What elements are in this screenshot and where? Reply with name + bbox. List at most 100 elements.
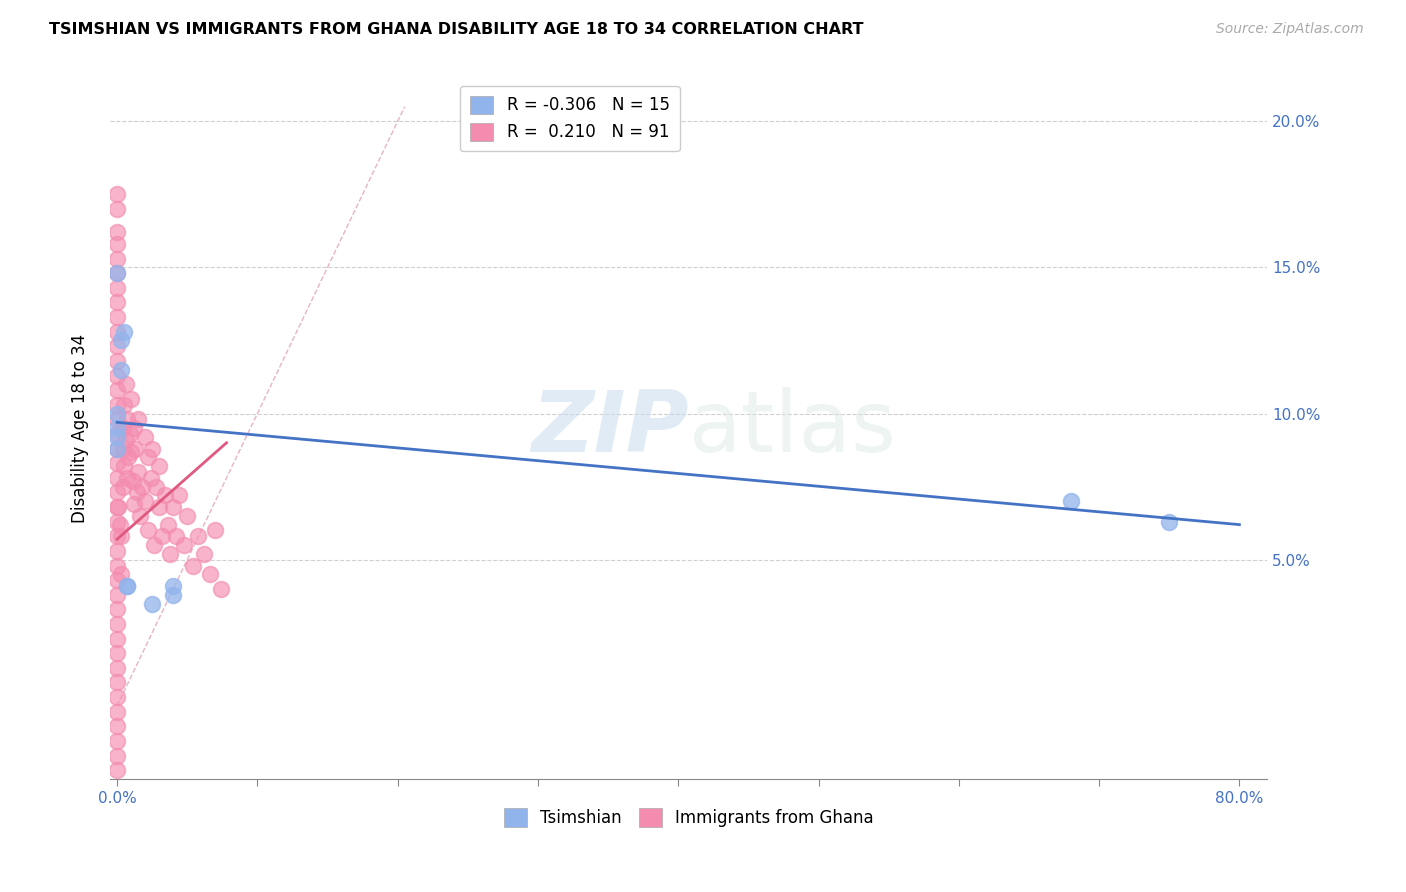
Text: ZIP: ZIP (531, 386, 689, 470)
Point (142, 538, 165, 552)
Point (105, 354, 128, 368)
Point (150, 529, 173, 543)
Point (122, 497, 145, 511)
Point (105, 529, 128, 543)
Point (121, 474, 143, 488)
Point (105, 442, 128, 456)
Point (105, 602, 128, 616)
Point (105, 515, 128, 529)
Point (105, 500, 128, 514)
Point (162, 579, 184, 593)
Point (162, 500, 184, 514)
Point (105, 705, 128, 719)
Point (118, 427, 141, 442)
Point (114, 377, 136, 392)
Point (105, 266, 128, 280)
Point (105, 310, 128, 325)
Point (112, 459, 135, 474)
Point (187, 529, 209, 543)
Point (209, 582, 232, 596)
Point (114, 433, 136, 447)
Point (105, 421, 128, 435)
Point (107, 500, 129, 514)
Point (105, 544, 128, 558)
Point (105, 646, 128, 660)
Point (110, 529, 132, 543)
Point (105, 661, 128, 675)
Point (105, 252, 128, 266)
Point (105, 325, 128, 339)
Point (105, 617, 128, 632)
Point (125, 485, 148, 500)
Point (127, 465, 149, 479)
Point (120, 444, 142, 458)
Point (141, 442, 163, 456)
Point (105, 339, 128, 353)
Point (111, 421, 134, 435)
Point (105, 398, 128, 412)
Point (141, 597, 163, 611)
Point (105, 368, 128, 383)
Point (136, 450, 159, 465)
Point (105, 675, 128, 690)
Point (124, 442, 146, 456)
Text: TSIMSHIAN VS IMMIGRANTS FROM GHANA DISABILITY AGE 18 TO 34 CORRELATION CHART: TSIMSHIAN VS IMMIGRANTS FROM GHANA DISAB… (49, 22, 863, 37)
Point (117, 450, 139, 465)
Point (127, 412, 149, 426)
Point (115, 579, 138, 593)
Point (134, 430, 156, 444)
Point (115, 579, 138, 593)
Point (173, 538, 195, 552)
Point (105, 295, 128, 310)
Point (110, 334, 132, 348)
Point (167, 488, 190, 502)
Point (1060, 494, 1083, 508)
Point (112, 325, 135, 339)
Point (105, 427, 128, 442)
Point (108, 517, 131, 532)
Point (105, 573, 128, 587)
Point (145, 480, 167, 494)
Point (105, 485, 128, 500)
Point (122, 421, 145, 435)
Point (112, 398, 135, 412)
Point (105, 225, 128, 239)
Point (105, 187, 128, 202)
Text: Source: ZipAtlas.com: Source: ZipAtlas.com (1216, 22, 1364, 37)
Point (115, 471, 138, 485)
Point (111, 480, 134, 494)
Point (105, 237, 128, 252)
Y-axis label: Disability Age 18 to 34: Disability Age 18 to 34 (72, 334, 89, 523)
Point (105, 588, 128, 602)
Point (105, 383, 128, 397)
Point (105, 763, 128, 777)
Point (128, 508, 150, 523)
Point (156, 517, 179, 532)
Point (1159, 515, 1181, 529)
Point (105, 266, 128, 280)
Point (105, 456, 128, 470)
Point (105, 442, 128, 456)
Point (105, 632, 128, 646)
Legend: Tsimshian, Immigrants from Ghana: Tsimshian, Immigrants from Ghana (496, 802, 880, 834)
Point (105, 471, 128, 485)
Point (204, 524, 226, 538)
Point (131, 480, 153, 494)
Point (105, 202, 128, 216)
Point (105, 734, 128, 748)
Point (198, 567, 221, 582)
Point (148, 500, 170, 514)
Text: atlas: atlas (689, 386, 897, 470)
Point (105, 719, 128, 733)
Point (105, 690, 128, 704)
Point (110, 567, 132, 582)
Point (111, 442, 134, 456)
Point (181, 558, 204, 573)
Point (193, 547, 215, 561)
Point (105, 412, 128, 426)
Point (115, 412, 138, 426)
Point (176, 508, 198, 523)
Point (105, 430, 128, 444)
Point (105, 558, 128, 573)
Point (148, 459, 170, 474)
